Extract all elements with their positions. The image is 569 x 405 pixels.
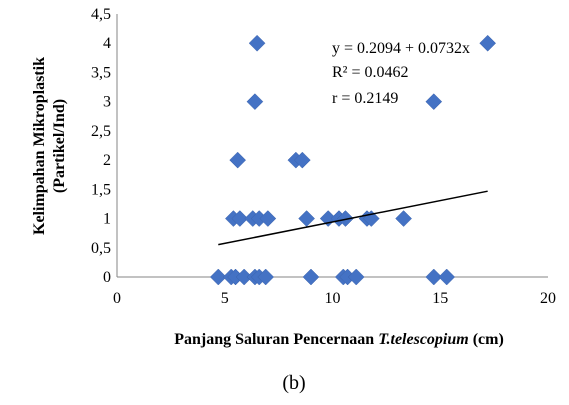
trendline (218, 190, 488, 246)
data-point (302, 268, 320, 286)
x-axis-title-species: T.telescopium (378, 331, 469, 348)
data-point (257, 268, 275, 286)
y-axis-title: Kelimpahan Mikroplastik (Partikel/Ind) (31, 57, 68, 235)
y-tick-label: 2 (103, 152, 111, 169)
data-point (337, 210, 354, 227)
data-point (293, 151, 311, 169)
x-axis-title-part3: (cm) (469, 331, 504, 348)
data-points (209, 34, 497, 286)
data-point (347, 268, 365, 286)
data-point (479, 34, 497, 52)
data-point (438, 268, 456, 286)
x-tick-label: 10 (325, 290, 341, 307)
x-tick-label: 0 (113, 290, 121, 307)
figure-caption: (b) (282, 372, 305, 394)
data-point (229, 151, 247, 169)
y-tick-label: 0,5 (91, 240, 111, 257)
data-point (395, 210, 412, 227)
data-point (248, 34, 266, 52)
regression-annotations: y = 0.2094 + 0.0732x R² = 0.0462 r = 0.2… (332, 40, 470, 107)
y-tick-label: 0 (103, 269, 111, 286)
x-axis-title: Panjang Saluran Pencernaan T.telescopium… (174, 331, 504, 348)
data-point (231, 210, 249, 227)
x-tick-label: 20 (540, 290, 556, 307)
axes (116, 14, 548, 278)
y-tick-label: 4,5 (91, 6, 111, 23)
data-point (298, 210, 315, 227)
y-tick-label: 3,5 (91, 64, 111, 81)
y-tick-label: 2,5 (91, 123, 111, 140)
y-axis-title-line2: (Partikel/Ind) (51, 99, 68, 193)
data-point (425, 93, 443, 111)
x-axis-title-part1: Panjang Saluran Pencernaan (174, 331, 378, 348)
data-point (425, 268, 443, 286)
equation-label: y = 0.2094 + 0.0732x (332, 40, 470, 57)
r-label: r = 0.2149 (332, 90, 398, 107)
y-tick-label: 4 (103, 35, 111, 52)
data-point (259, 210, 277, 227)
r-squared-label: R² = 0.0462 (332, 64, 409, 81)
y-tick-label: 3 (103, 94, 111, 111)
y-tick-label: 1 (103, 211, 111, 228)
y-tick-labels: 0 0,5 1 1,5 2 2,5 3 3,5 4 4,5 (91, 6, 111, 286)
x-tick-label: 5 (221, 290, 229, 307)
y-tick-label: 1,5 (91, 181, 111, 198)
data-point (209, 268, 227, 286)
x-tick-label: 15 (432, 290, 448, 307)
x-tick-labels: 0 5 10 15 20 (113, 290, 556, 307)
data-point (246, 93, 264, 111)
y-axis-title-line1: Kelimpahan Mikroplastik (31, 57, 48, 235)
